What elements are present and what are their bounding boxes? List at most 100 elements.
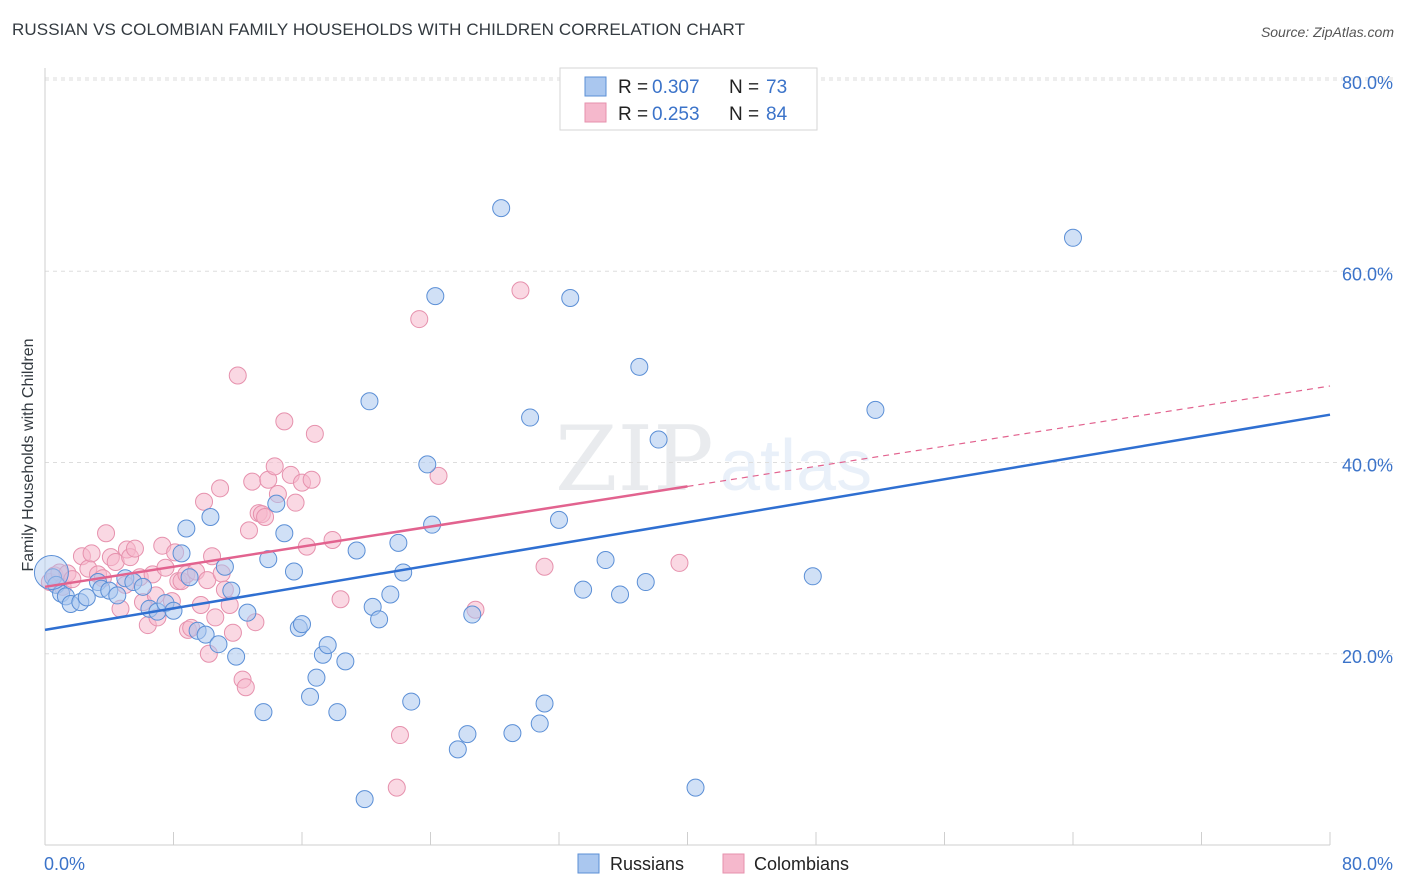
russian-point-48 xyxy=(389,533,408,552)
russian-point-42 xyxy=(347,541,366,560)
watermark-atlas: atlas xyxy=(720,426,872,506)
russian-point-27 xyxy=(227,647,246,666)
colombian-point-73 xyxy=(535,557,554,576)
russian-point-57 xyxy=(492,199,511,218)
russian-point-54 xyxy=(448,740,467,759)
russian-point-24 xyxy=(209,635,228,654)
colombian-point-64 xyxy=(305,424,324,443)
chart-title: RUSSIAN VS COLOMBIAN FAMILY HOUSEHOLDS W… xyxy=(12,20,746,39)
colombian-point-11 xyxy=(97,524,116,543)
russian-point-62 xyxy=(550,510,568,529)
russian-point-39 xyxy=(318,636,337,655)
russian-point-67 xyxy=(630,357,649,376)
russian-point-47 xyxy=(381,585,400,604)
legend-n-value-colombians: 84 xyxy=(766,104,788,125)
russian-point-35 xyxy=(293,615,311,634)
russian-point-59 xyxy=(521,408,540,427)
russians-trend-line xyxy=(44,413,1331,632)
russian-point-72 xyxy=(866,400,885,419)
russian-point-40 xyxy=(328,703,347,722)
russian-point-13 xyxy=(133,577,152,596)
colombian-point-46 xyxy=(228,366,247,385)
russian-point-61 xyxy=(535,694,554,713)
legend-swatch-russians xyxy=(584,76,607,97)
russian-point-32 xyxy=(275,524,294,543)
x-tick-label-min: 0.0% xyxy=(44,854,85,874)
colombian-point-72 xyxy=(511,281,530,300)
russian-point-33 xyxy=(284,562,303,581)
colombian-point-54 xyxy=(256,508,275,527)
y-tick-label-40: 40.0% xyxy=(1342,456,1393,476)
colombian-point-74 xyxy=(670,553,689,572)
colombian-point-60 xyxy=(286,493,305,512)
russian-point-18 xyxy=(172,544,191,563)
gridlines xyxy=(45,77,1393,655)
colombian-point-58 xyxy=(275,412,294,431)
russian-point-cluster xyxy=(33,554,69,590)
russian-point-66 xyxy=(611,585,630,604)
russian-point-51 xyxy=(418,455,437,474)
x-tick-label-max: 80.0% xyxy=(1342,854,1393,874)
russian-point-43 xyxy=(355,790,374,809)
russian-point-41 xyxy=(336,652,355,671)
watermark: ZIP atlas xyxy=(555,407,872,512)
bottom-legend-swatch-colombians xyxy=(722,853,745,874)
russian-point-65 xyxy=(596,551,615,570)
russian-point-29 xyxy=(254,703,273,722)
colombian-point-36 xyxy=(195,492,214,511)
russian-point-36 xyxy=(301,687,320,706)
russian-point-73 xyxy=(1064,228,1082,247)
y-tick-label-80: 80.0% xyxy=(1342,73,1393,93)
colombian-point-41 xyxy=(211,479,230,498)
russian-point-19 xyxy=(177,519,196,538)
russian-point-69 xyxy=(649,430,668,449)
colombian-point-63 xyxy=(302,470,321,489)
source-label: Source: ZipAtlas.com xyxy=(1260,24,1394,40)
legend-r-label-colombians: R = xyxy=(618,104,648,125)
colombian-point-40 xyxy=(206,608,225,627)
colombian-point-66 xyxy=(331,590,350,609)
russian-point-55 xyxy=(458,725,477,744)
watermark-zip: ZIP xyxy=(555,407,714,512)
russian-point-70 xyxy=(686,778,705,797)
russian-point-64 xyxy=(574,580,593,599)
colombian-point-68 xyxy=(390,726,409,745)
russian-point-49 xyxy=(394,563,413,582)
y-tick-label-60: 60.0% xyxy=(1342,264,1393,284)
bottom-legend: Russians Colombians xyxy=(577,853,849,874)
russian-point-50 xyxy=(402,692,421,711)
russian-point-20 xyxy=(180,568,199,587)
colombian-point-18 xyxy=(125,539,144,558)
russian-point-44 xyxy=(360,392,379,411)
russians-points xyxy=(33,199,1082,809)
russian-point-31 xyxy=(267,494,286,513)
trend-lines xyxy=(44,385,1331,632)
legend-r-value-colombians: 0.253 xyxy=(652,104,700,125)
colombian-point-8 xyxy=(82,544,101,563)
y-axis-label: Family Households with Children xyxy=(20,339,37,572)
legend-swatch-colombians xyxy=(584,102,607,123)
legend-r-value-russians: 0.307 xyxy=(652,77,700,98)
legend: R = 0.307 N = 73 R = 0.253 N = 84 xyxy=(559,67,818,131)
colombian-point-67 xyxy=(387,778,406,797)
colombian-point-50 xyxy=(243,472,262,491)
russian-point-53 xyxy=(426,287,445,306)
colombian-point-56 xyxy=(265,457,284,476)
bottom-legend-swatch-russians xyxy=(577,853,600,874)
russian-point-63 xyxy=(561,289,580,308)
y-tick-labels: 20.0% 40.0% 60.0% 80.0% xyxy=(1342,73,1393,667)
colombian-point-48 xyxy=(236,678,255,697)
russian-point-58 xyxy=(503,724,522,743)
russian-point-28 xyxy=(238,603,257,622)
russian-point-23 xyxy=(201,508,220,527)
russian-point-37 xyxy=(307,668,326,687)
colombian-point-45 xyxy=(223,623,242,642)
russian-point-60 xyxy=(530,714,549,733)
russian-point-71 xyxy=(803,567,822,586)
russian-point-17 xyxy=(164,601,183,620)
bottom-legend-russians: Russians xyxy=(610,854,684,874)
russian-point-10 xyxy=(108,586,127,605)
colombian-point-70 xyxy=(429,466,448,485)
legend-n-value-russians: 73 xyxy=(766,77,787,98)
